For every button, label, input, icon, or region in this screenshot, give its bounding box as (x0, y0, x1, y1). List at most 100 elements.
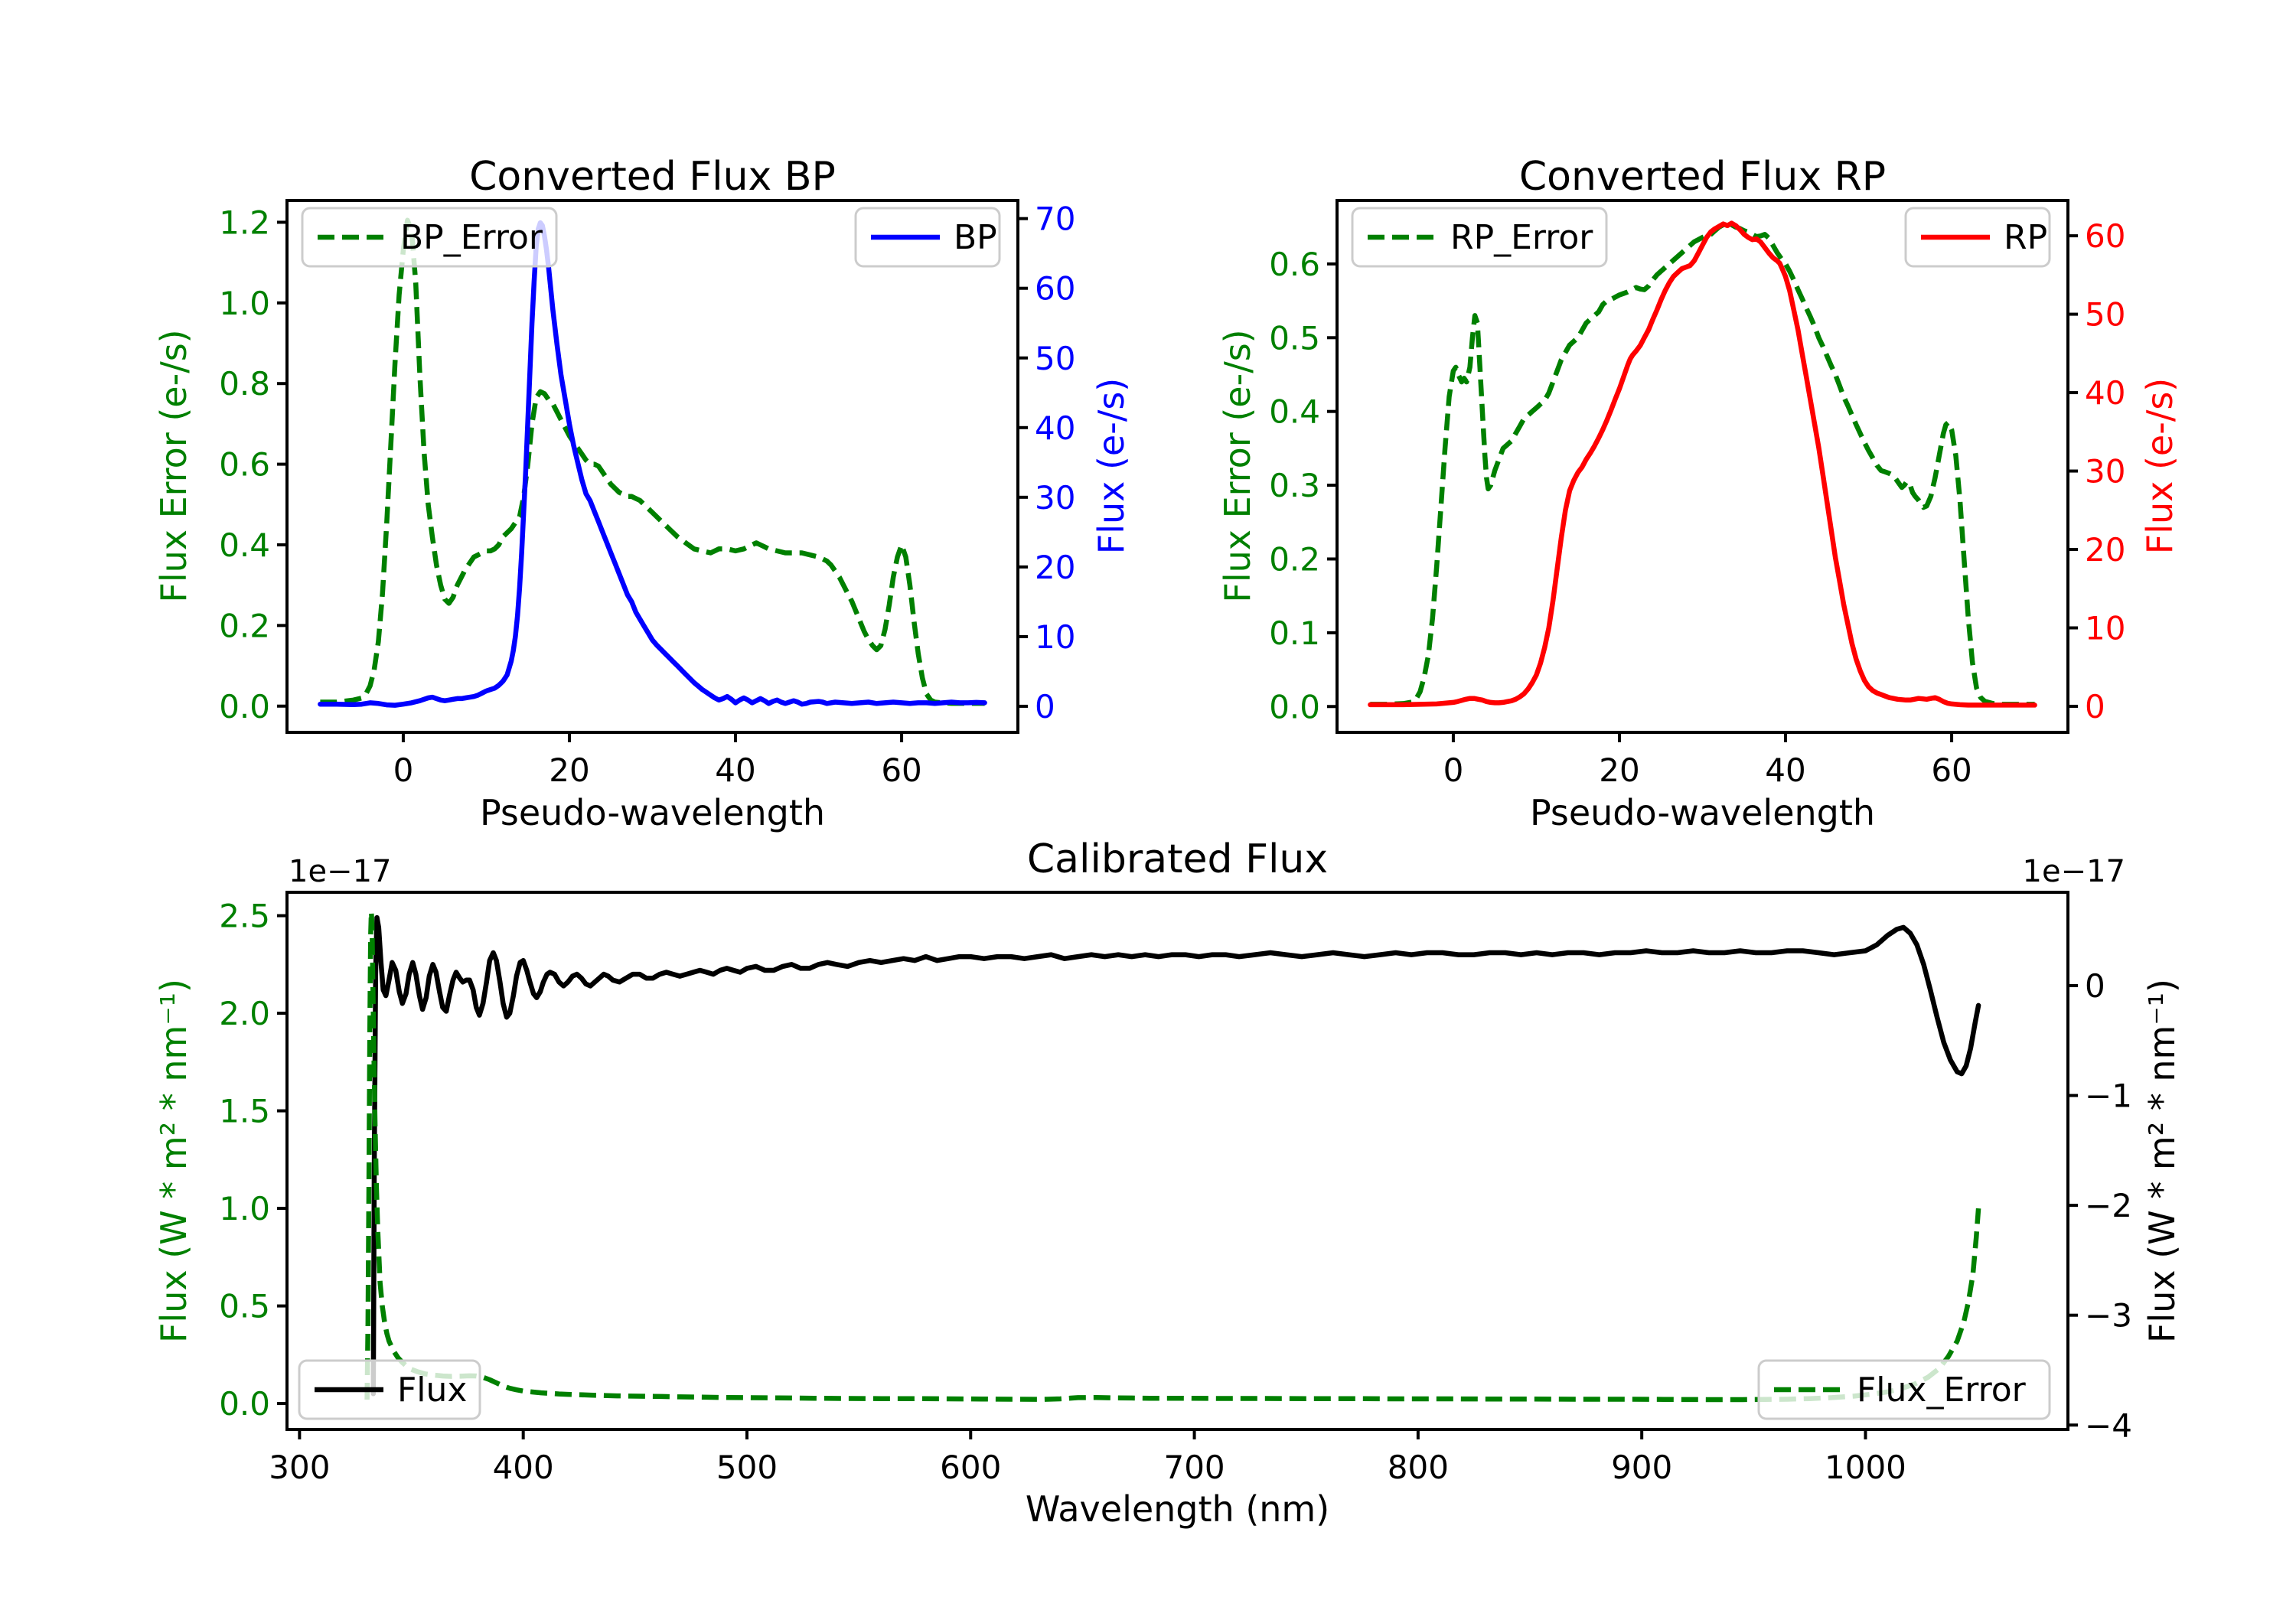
axes-frame (285, 199, 1019, 734)
bp-xlabel: Pseudo-wavelength (480, 792, 825, 833)
right-y-tick-label: 0 (2085, 967, 2105, 1005)
right-y-tick-label: 30 (2085, 453, 2125, 491)
right-y-tick-label: −1 (2085, 1077, 2132, 1115)
left-y-tick-label: 1.0 (219, 1190, 270, 1227)
rp-xlabel: Pseudo-wavelength (1530, 792, 1875, 833)
right-y-tick-label: 20 (2085, 531, 2125, 569)
left-y-tick-label: 2.0 (219, 995, 270, 1032)
legend-label: Flux (397, 1371, 467, 1410)
cal-xlabel: Wavelength (nm) (1026, 1488, 1329, 1530)
axes-frame (285, 891, 2069, 1431)
right-y-tick-label: −4 (2085, 1407, 2132, 1444)
left-y-tick-label: 0.6 (1269, 246, 1320, 283)
left-y-tick-label: 0.2 (219, 607, 270, 644)
cal-right-offset-text: 1e−17 (2023, 854, 2125, 889)
cal-ylabel-left: Flux (W * m² * nm⁻¹) (153, 979, 194, 1343)
legend-Flux_Error: Flux_Error (1757, 1359, 2051, 1420)
x-tick-label: 40 (1765, 751, 1805, 789)
legend-label: Flux_Error (1857, 1371, 2027, 1410)
series-RP_Error (1370, 220, 2035, 707)
curves (364, 909, 1981, 1403)
cal-ylabel-right: Flux (W * m² * nm⁻¹) (2141, 979, 2183, 1343)
left-y-tick-label: 0.5 (219, 1288, 270, 1325)
right-y-tick-label: 40 (1035, 409, 1075, 447)
cal-title: Calibrated Flux (1027, 836, 1328, 882)
subplot-converted-flux-rp: RP_Error RP 0 20 40 60 0.0 0.1 0.2 0.3 0.4 0.5 0.6 0 1… (1269, 199, 2125, 789)
x-tick-label: 20 (1599, 751, 1639, 789)
legend-BP: BP (854, 207, 1001, 268)
legend-RP: RP (1904, 207, 2051, 268)
bp-title: Converted Flux BP (469, 154, 836, 200)
left-y-tick-label: 0.5 (1269, 319, 1320, 357)
rp-ylabel-left: Flux Error (e-/s) (1217, 329, 1258, 602)
subplot-converted-flux-bp: BP_Error BP 0 20 40 60 0.0 0.2 0.4 0.6 0.8 1.0 1.2 0 1… (219, 199, 1075, 789)
x-tick-label: 0 (393, 751, 414, 789)
right-y-tick-label: 50 (1035, 340, 1075, 377)
x-tick-label: 0 (1443, 751, 1464, 789)
x-tick-label: 700 (1163, 1449, 1225, 1486)
series-RP (1368, 220, 2037, 708)
right-y-tick-label: 60 (1035, 270, 1075, 308)
bp-ylabel-right: Flux (e-/s) (1091, 378, 1132, 555)
right-y-tick-label: 20 (1035, 549, 1075, 586)
curves (318, 217, 987, 708)
right-y-tick-label: −3 (2085, 1297, 2132, 1335)
legend-BP_Error: BP_Error (301, 207, 558, 268)
cal-left-offset-text: 1e−17 (289, 854, 391, 889)
rp-title: Converted Flux RP (1519, 154, 1886, 200)
legend-box (301, 207, 558, 268)
legend-box (1757, 1359, 2051, 1420)
left-y-tick-label: 0.2 (1269, 540, 1320, 578)
left-y-tick-label: 0.0 (219, 1385, 270, 1423)
right-y-tick-label: −2 (2085, 1187, 2132, 1224)
x-tick-label: 60 (1931, 751, 1971, 789)
x-tick-label: 600 (940, 1449, 1001, 1486)
legend-RP_Error: RP_Error (1351, 207, 1608, 268)
legend-box (298, 1359, 481, 1420)
left-y-tick-label: 1.2 (219, 204, 270, 241)
legend-label: RP (2004, 218, 2047, 257)
right-y-tick-label: 0 (1035, 688, 1055, 725)
series-BP (318, 220, 987, 708)
left-y-tick-label: 2.5 (219, 898, 270, 935)
legend-Flux: Flux (298, 1359, 481, 1420)
x-tick-label: 400 (493, 1449, 554, 1486)
axes-frame (1336, 199, 2069, 734)
left-y-tick-label: 0.4 (1269, 393, 1320, 431)
left-y-tick-label: 0.6 (219, 446, 270, 484)
right-y-tick-label: 70 (1035, 200, 1075, 238)
series-Flux (370, 914, 1981, 1397)
legend-box (1351, 207, 1608, 268)
right-y-tick-label: 40 (2085, 374, 2125, 412)
x-tick-label: 300 (269, 1449, 330, 1486)
left-y-tick-label: 0.0 (1269, 688, 1320, 725)
series-Flux_Error (364, 909, 1981, 1403)
left-y-tick-label: 0.1 (1269, 614, 1320, 652)
series-BP_Error (320, 217, 985, 706)
legend-label: BP (954, 218, 997, 257)
left-y-tick-label: 0.8 (219, 365, 270, 403)
left-y-tick-label: 1.0 (219, 285, 270, 322)
curves (1368, 220, 2037, 708)
x-tick-label: 60 (881, 751, 921, 789)
left-y-tick-label: 0.4 (219, 526, 270, 564)
right-y-tick-label: 10 (1035, 618, 1075, 656)
legend-label: BP_Error (400, 218, 543, 257)
right-y-tick-label: 0 (2085, 688, 2105, 725)
right-y-tick-label: 30 (1035, 479, 1075, 517)
right-y-tick-label: 50 (2085, 296, 2125, 334)
bp-ylabel-left: Flux Error (e-/s) (153, 329, 194, 602)
x-tick-label: 20 (549, 751, 589, 789)
x-tick-label: 900 (1611, 1449, 1672, 1486)
right-y-tick-label: 10 (2085, 610, 2125, 647)
x-tick-label: 40 (715, 751, 755, 789)
left-y-tick-label: 0.0 (219, 688, 270, 725)
x-tick-label: 800 (1388, 1449, 1449, 1486)
rp-ylabel-right: Flux (e-/s) (2139, 378, 2180, 555)
left-y-tick-label: 1.5 (219, 1093, 270, 1130)
x-tick-label: 500 (716, 1449, 778, 1486)
legend-label: RP_Error (1450, 218, 1593, 257)
right-y-tick-label: 60 (2085, 217, 2125, 255)
